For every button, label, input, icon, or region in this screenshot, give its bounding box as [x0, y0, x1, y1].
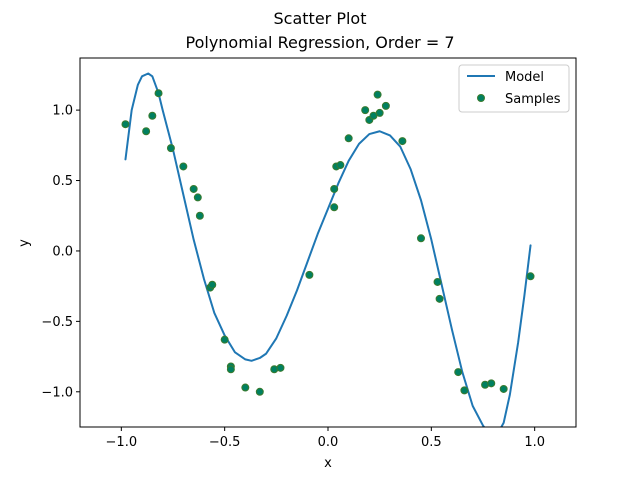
y-tick-label: −0.5: [41, 315, 73, 330]
x-tick-label: 0.0: [318, 435, 339, 450]
sample-point: [381, 101, 390, 110]
sample-point: [226, 365, 235, 374]
x-tick-label: −1.0: [106, 435, 138, 450]
sample-point: [305, 270, 314, 279]
y-axis: −1.0 −0.5 0.0 0.5 1.0: [41, 104, 80, 400]
legend-model-label: Model: [505, 70, 544, 85]
sample-point: [166, 144, 175, 153]
sample-point: [208, 280, 217, 289]
chart-title: Scatter Plot: [274, 9, 367, 28]
sample-point: [460, 386, 469, 395]
sample-point: [398, 137, 407, 146]
sample-point: [487, 379, 496, 388]
y-tick-label: 0.0: [52, 244, 73, 259]
y-axis-label: y: [17, 239, 32, 247]
sample-point: [526, 272, 535, 281]
sample-point: [361, 106, 370, 115]
legend-samples-marker: [477, 94, 485, 102]
sample-point: [241, 383, 250, 392]
x-tick-label: −0.5: [209, 435, 241, 450]
x-axis-label: x: [324, 456, 332, 471]
sample-point: [375, 108, 384, 117]
sample-point: [220, 335, 229, 344]
x-tick-label: 0.5: [421, 435, 442, 450]
sample-point: [435, 294, 444, 303]
sample-point: [330, 184, 339, 193]
sample-point: [255, 387, 264, 396]
legend-samples-label: Samples: [505, 92, 561, 107]
model-curve: [124, 72, 532, 427]
sample-point: [193, 193, 202, 202]
sample-point: [142, 127, 151, 136]
sample-point: [454, 368, 463, 377]
sample-point: [189, 184, 198, 193]
sample-point: [499, 384, 508, 393]
sample-point: [154, 89, 163, 98]
y-tick-label: 0.5: [52, 174, 73, 189]
sample-point: [417, 234, 425, 243]
sample-point: [330, 203, 339, 212]
y-tick-label: −1.0: [41, 385, 73, 400]
x-tick-label: 1.0: [524, 435, 545, 450]
x-axis: −1.0 −0.5 0.0 0.5 1.0: [106, 427, 545, 450]
sample-point: [336, 161, 345, 170]
legend: Model Samples: [458, 64, 570, 113]
sample-point: [276, 363, 285, 372]
sample-point: [121, 120, 130, 129]
sample-point: [195, 211, 204, 220]
sample-point: [344, 134, 353, 143]
sample-point: [179, 162, 188, 171]
chart-subtitle: Polynomial Regression, Order = 7: [186, 33, 455, 52]
sample-point: [373, 90, 382, 99]
y-tick-label: 1.0: [52, 104, 73, 119]
sample-point: [433, 277, 442, 286]
sample-point: [148, 111, 157, 120]
